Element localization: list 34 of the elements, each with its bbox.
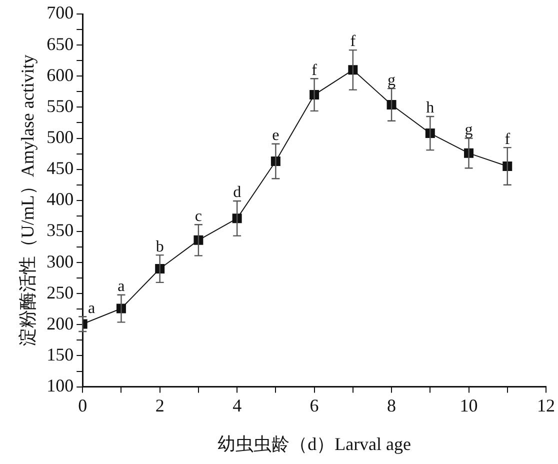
y-tick-label: 300	[46, 251, 74, 272]
y-tick-label: 400	[46, 189, 74, 210]
y-tick-label: 150	[46, 344, 74, 364]
annotation: e	[272, 127, 280, 144]
annotation: g	[464, 121, 473, 138]
y-tick-label: 450	[46, 158, 74, 178]
annotation: a	[88, 300, 96, 317]
x-tick-label: 12	[537, 395, 555, 416]
y-tick-label: 500	[46, 127, 74, 147]
y-tick-label: 600	[46, 64, 74, 85]
x-tick-label: 10	[460, 395, 478, 416]
x-tick-label: 6	[310, 395, 319, 416]
y-tick-label: 550	[46, 96, 74, 116]
x-tick-label: 8	[387, 395, 396, 416]
y-tick-label: 700	[46, 2, 74, 23]
annotation: f	[312, 62, 318, 79]
y-tick-label: 250	[46, 282, 74, 302]
x-tick-label: 0	[78, 395, 88, 416]
x-tick-label: 2	[155, 395, 164, 416]
annotation: a	[118, 278, 125, 296]
annotation: d	[233, 184, 242, 202]
x-axis-title: 幼虫虫龄（d）Larval age	[218, 434, 412, 454]
annotation: f	[504, 130, 511, 148]
y-axis-title: 淀粉酶活性（U/mL）Amylase activity	[18, 54, 38, 346]
annotation: h	[426, 100, 434, 117]
annotation: g	[388, 72, 396, 89]
x-tick-label: 4	[232, 395, 242, 416]
y-tick-label: 650	[46, 34, 74, 54]
annotation: c	[194, 208, 202, 225]
y-tick-label: 200	[46, 313, 74, 334]
y-tick-label: 350	[46, 220, 74, 240]
annotation: b	[156, 238, 164, 256]
annotation: f	[350, 33, 356, 50]
y-tick-label: 100	[46, 376, 74, 396]
